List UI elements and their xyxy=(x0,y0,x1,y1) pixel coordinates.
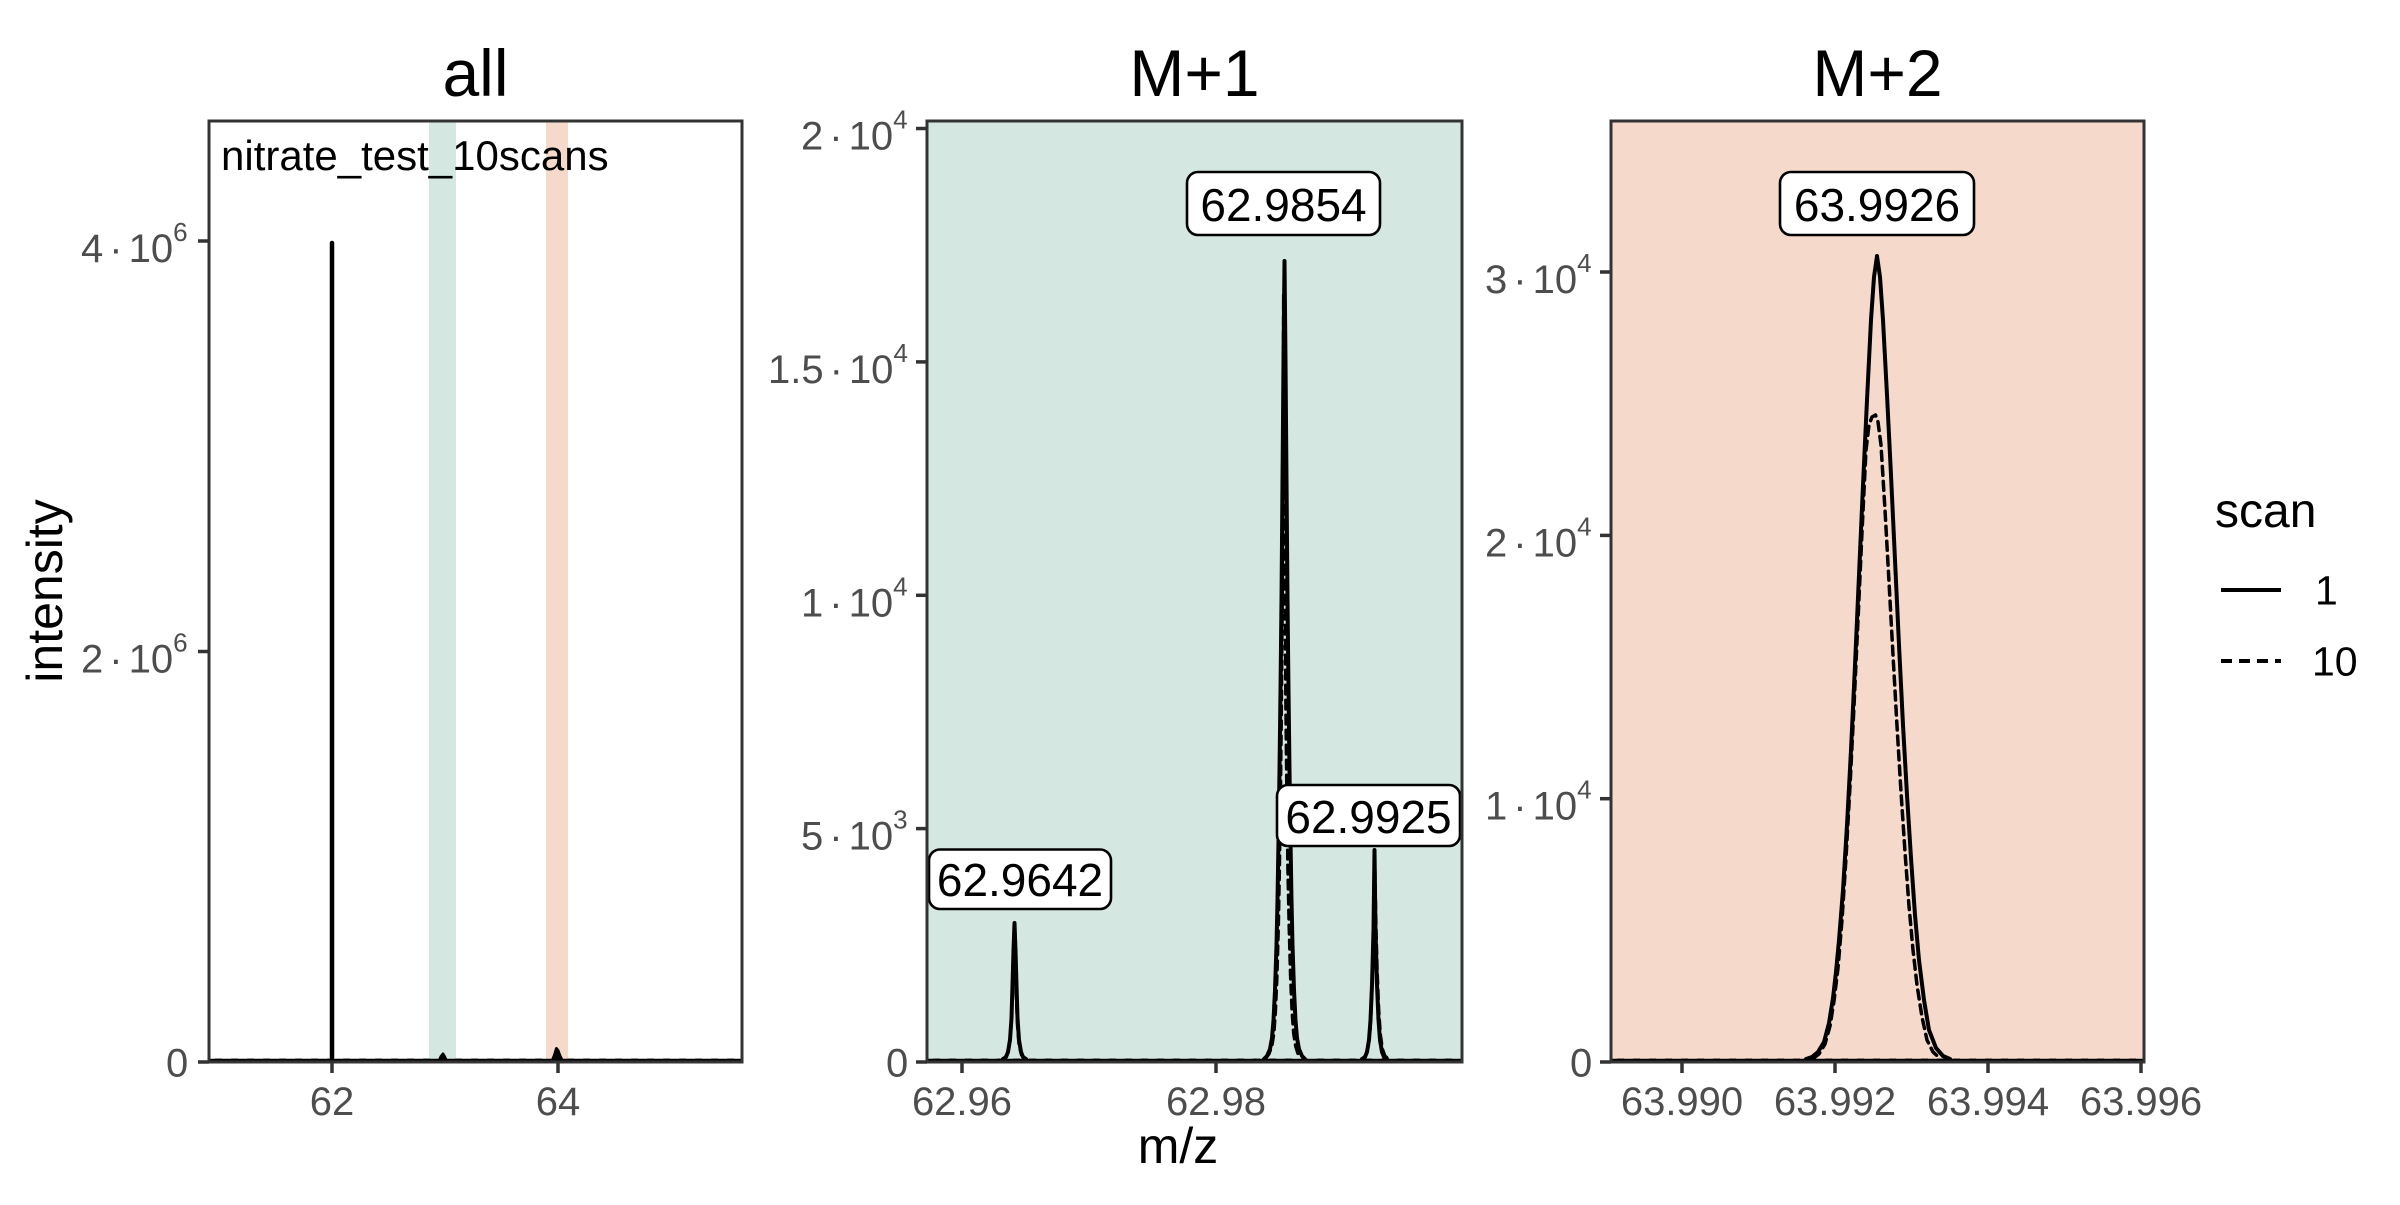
svg-text:all: all xyxy=(442,36,508,110)
svg-text:62: 62 xyxy=(310,1080,355,1124)
svg-text:63.994: 63.994 xyxy=(1927,1080,2049,1124)
svg-text:M+2: M+2 xyxy=(1812,36,1942,110)
svg-text:10: 10 xyxy=(2312,639,2358,685)
svg-text:1·104: 1 · 104 xyxy=(1485,775,1592,829)
svg-text:63.990: 63.990 xyxy=(1621,1080,1743,1124)
svg-text:63.9926: 63.9926 xyxy=(1794,179,1960,231)
svg-text:62.9854: 62.9854 xyxy=(1200,179,1366,231)
svg-text:1: 1 xyxy=(2315,568,2338,614)
svg-text:0: 0 xyxy=(166,1042,188,1086)
svg-text:M+1: M+1 xyxy=(1129,36,1259,110)
svg-text:0: 0 xyxy=(886,1042,908,1086)
svg-text:62.9642: 62.9642 xyxy=(937,854,1103,906)
svg-text:62.96: 62.96 xyxy=(912,1080,1012,1124)
svg-text:64: 64 xyxy=(536,1080,581,1124)
svg-text:63.992: 63.992 xyxy=(1774,1080,1896,1124)
svg-text:62.9925: 62.9925 xyxy=(1285,791,1451,843)
svg-text:m/z: m/z xyxy=(1138,1118,1219,1174)
svg-text:0: 0 xyxy=(1570,1042,1592,1086)
svg-text:intensity: intensity xyxy=(17,499,73,682)
svg-text:63.996: 63.996 xyxy=(2080,1080,2202,1124)
svg-text:nitrate_test_10scans: nitrate_test_10scans xyxy=(221,132,609,179)
svg-text:62.98: 62.98 xyxy=(1166,1080,1266,1124)
svg-text:scan: scan xyxy=(2215,485,2316,538)
